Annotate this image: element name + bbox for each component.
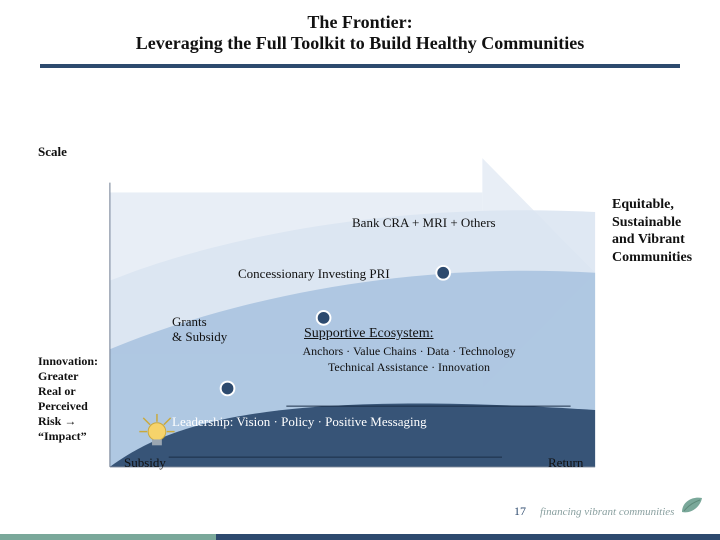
bank-label: Bank CRA + MRI + Others — [352, 215, 496, 231]
axis-label-return: Return — [548, 455, 583, 471]
title-line-1: The Frontier: — [40, 12, 680, 33]
ecosystem-body: Anchors · Value Chains · Data · Technolo… — [264, 344, 554, 375]
title-underline — [40, 64, 680, 68]
concessionary-label: Concessionary Investing PRI — [238, 266, 390, 282]
frontier-chart — [105, 150, 600, 440]
scale-label: Scale — [38, 144, 67, 160]
title-line-2: Leveraging the Full Toolkit to Build Hea… — [40, 33, 680, 54]
axis-label-subsidy: Subsidy — [124, 455, 166, 471]
ecosystem-title: Supportive Ecosystem: — [304, 326, 434, 342]
footer-accent-bar — [0, 534, 720, 540]
footer-tagline: financing vibrant communities — [540, 506, 674, 518]
outcome-label: Equitable,Sustainableand VibrantCommunit… — [612, 196, 712, 266]
leaf-icon — [678, 494, 704, 516]
leadership-label: Leadership: Vision · Policy · Positive M… — [172, 414, 427, 430]
innovation-label: Innovation:GreaterReal orPerceivedRisk →… — [38, 354, 128, 444]
page-number: 17 — [514, 504, 526, 519]
grants-label: Grants& Subsidy — [172, 315, 227, 345]
